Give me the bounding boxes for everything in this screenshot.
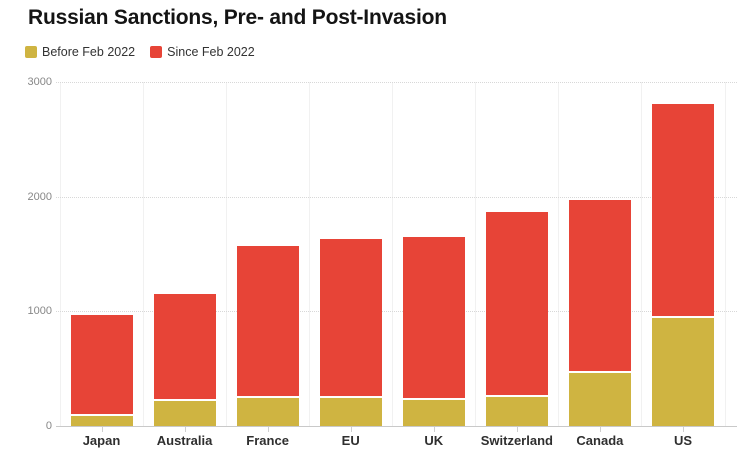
band-separator-line — [226, 82, 228, 426]
legend-swatch-since — [150, 46, 163, 58]
band-separator-line — [641, 82, 643, 426]
bar-segment-since — [153, 293, 216, 402]
x-axis-label: France — [246, 433, 289, 448]
x-axis-tick — [682, 427, 684, 432]
y-gridline — [56, 82, 737, 83]
bar-canada — [568, 199, 631, 426]
bar-uk — [402, 236, 465, 426]
bar-segment-before — [153, 401, 216, 426]
x-axis-tick — [433, 427, 435, 432]
legend-label-before: Before Feb 2022 — [42, 45, 136, 59]
legend-item-since: Since Feb 2022 — [150, 45, 255, 59]
y-gridline — [56, 196, 737, 198]
chart-title: Russian Sanctions, Pre- and Post-Invasio… — [28, 6, 447, 29]
bar-segment-since — [651, 103, 714, 318]
band-separator-line — [475, 82, 477, 426]
band-separator-line — [309, 82, 311, 426]
bar-eu — [319, 238, 382, 426]
bar-segment-before — [319, 397, 382, 426]
band-separator-line — [724, 82, 726, 426]
x-axis-label: EU — [341, 433, 360, 448]
bar-us — [651, 103, 714, 426]
y-axis-tick-label: 2000 — [27, 190, 52, 203]
band-separator-line — [59, 82, 61, 426]
y-axis-tick-label: 1000 — [27, 305, 52, 318]
band-separator-line — [392, 82, 394, 426]
bar-japan — [70, 314, 133, 426]
legend-item-before: Before Feb 2022 — [25, 45, 135, 59]
bar-segment-before — [568, 373, 631, 426]
bar-segment-before — [651, 317, 714, 426]
legend-label-since: Since Feb 2022 — [167, 45, 255, 59]
x-axis-label: Japan — [82, 433, 121, 448]
bar-segment-since — [70, 314, 133, 417]
band-separator-line — [558, 82, 560, 426]
x-axis-label: Canada — [576, 433, 624, 448]
band-separator-line — [143, 82, 145, 426]
y-axis-tick-label: 3000 — [27, 76, 52, 88]
bar-australia — [153, 293, 216, 426]
legend: Before Feb 2022 Since Feb 2022 — [25, 45, 255, 59]
x-axis-tick — [184, 427, 186, 432]
y-axis-tick-label: 0 — [45, 420, 52, 432]
x-axis-label: US — [673, 433, 693, 448]
bar-switzerland — [485, 212, 548, 426]
y-gridline — [56, 311, 737, 313]
x-axis-label: Switzerland — [480, 433, 553, 448]
bar-segment-since — [236, 245, 299, 398]
bar-segment-since — [402, 236, 465, 400]
x-axis-tick — [350, 427, 352, 432]
axis-baseline — [56, 426, 737, 427]
bar-segment-before — [402, 399, 465, 426]
x-axis-tick — [267, 427, 269, 432]
bar-segment-before — [70, 416, 133, 426]
bar-france — [236, 245, 299, 426]
legend-swatch-before — [25, 46, 37, 58]
bar-segment-since — [568, 199, 631, 374]
x-axis-label: UK — [424, 433, 444, 448]
x-axis-label: Australia — [156, 433, 213, 448]
bar-segment-since — [485, 212, 548, 397]
x-axis-tick — [599, 427, 601, 432]
bar-segment-before — [236, 397, 299, 426]
bar-segment-since — [319, 238, 382, 398]
x-axis-tick — [516, 427, 518, 432]
x-axis-tick — [101, 427, 103, 432]
bar-segment-before — [485, 396, 548, 426]
